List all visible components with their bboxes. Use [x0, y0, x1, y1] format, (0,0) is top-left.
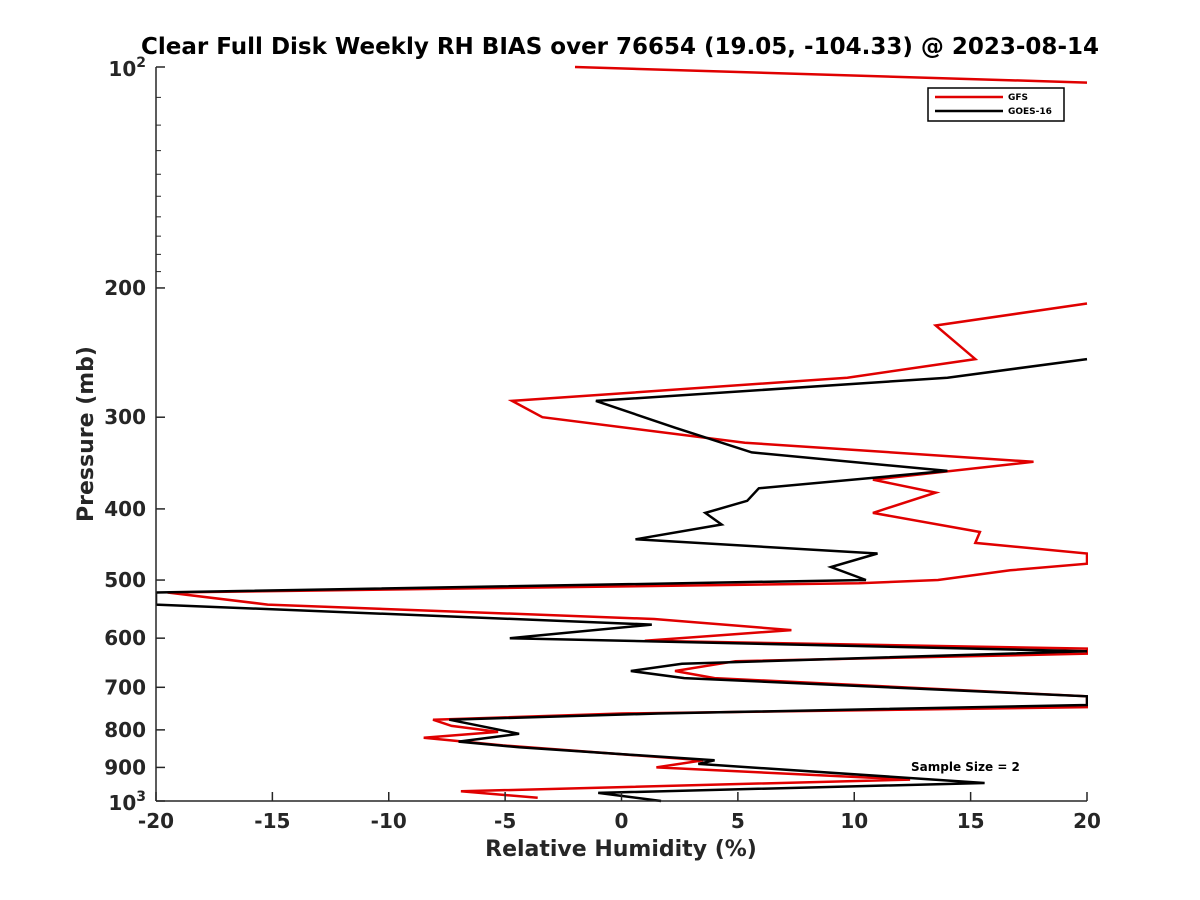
series-gfs-top-segment [574, 65, 1088, 84]
y-tick-label: 900 [104, 755, 146, 779]
y-tick-label: 700 [104, 675, 146, 699]
series-gfs-line [167, 302, 1088, 800]
y-tick-label: 800 [104, 718, 146, 742]
y-axis-label: Pressure (mb) [74, 346, 99, 522]
x-tick-label: 0 [615, 809, 629, 833]
x-tick-label: -20 [138, 809, 174, 833]
x-tick-label: -15 [254, 809, 290, 833]
x-tick-label: 20 [1073, 809, 1101, 833]
legend: GFS GOES-16 [927, 87, 1065, 122]
y-decade-label: 102 [108, 55, 146, 81]
x-tick-label: 5 [731, 809, 745, 833]
y-tick-label: 400 [104, 497, 146, 521]
series-goes16-line [156, 357, 1088, 803]
legend-gfs-label: GFS [1008, 93, 1028, 103]
y-tick-label: 200 [104, 276, 146, 300]
y-ticks: 200 300 400 500 600 700 800 900 102 103 [104, 55, 165, 815]
sample-size-annotation: Sample Size = 2 [911, 760, 1020, 774]
plot-background [156, 67, 1087, 801]
x-tick-label: -5 [494, 809, 516, 833]
series-layer [156, 65, 1088, 803]
y-decade-label: 103 [108, 789, 146, 815]
legend-box [927, 87, 1065, 122]
plot-area: -20 -15 -10 -5 0 5 10 15 20 200 300 400 500 600 700 80… [104, 55, 1101, 833]
x-tick-label: 10 [840, 809, 868, 833]
x-axis-label: Relative Humidity (%) [485, 837, 757, 862]
y-tick-label: 500 [104, 568, 146, 592]
x-ticks: -20 -15 -10 -5 0 5 10 15 20 [138, 792, 1101, 833]
x-tick-label: -10 [371, 809, 407, 833]
y-tick-label: 300 [104, 405, 146, 429]
x-tick-label: 15 [957, 809, 985, 833]
y-tick-label: 600 [104, 626, 146, 650]
chart-title: Clear Full Disk Weekly RH BIAS over 7665… [141, 34, 1099, 60]
legend-goes16-label: GOES-16 [1008, 107, 1052, 117]
